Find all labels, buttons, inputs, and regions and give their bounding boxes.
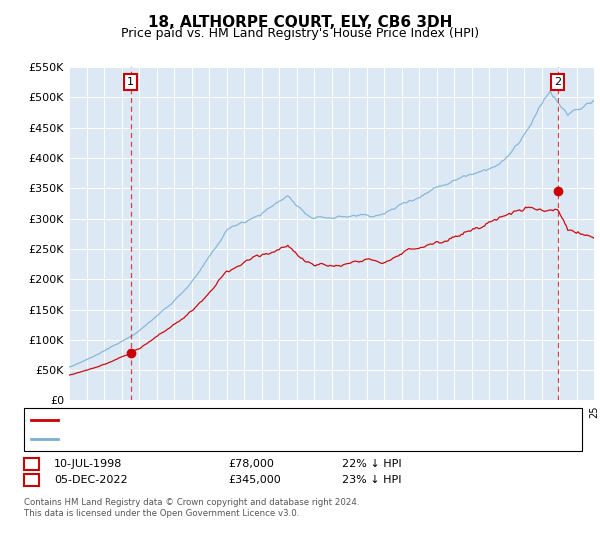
Text: 18, ALTHORPE COURT, ELY, CB6 3DH (detached house): 18, ALTHORPE COURT, ELY, CB6 3DH (detach…: [63, 415, 347, 425]
Text: 05-DEC-2022: 05-DEC-2022: [54, 475, 128, 485]
Text: Price paid vs. HM Land Registry's House Price Index (HPI): Price paid vs. HM Land Registry's House …: [121, 27, 479, 40]
Text: HPI: Average price, detached house, East Cambridgeshire: HPI: Average price, detached house, East…: [63, 434, 365, 444]
Text: 2: 2: [28, 475, 35, 485]
Text: 18, ALTHORPE COURT, ELY, CB6 3DH: 18, ALTHORPE COURT, ELY, CB6 3DH: [148, 15, 452, 30]
Text: £78,000: £78,000: [228, 459, 274, 469]
Text: 23% ↓ HPI: 23% ↓ HPI: [342, 475, 401, 485]
Text: 1: 1: [28, 459, 35, 469]
Text: 10-JUL-1998: 10-JUL-1998: [54, 459, 122, 469]
Text: 2: 2: [554, 77, 561, 87]
Text: 1: 1: [127, 77, 134, 87]
Text: 22% ↓ HPI: 22% ↓ HPI: [342, 459, 401, 469]
Text: Contains HM Land Registry data © Crown copyright and database right 2024.
This d: Contains HM Land Registry data © Crown c…: [24, 498, 359, 518]
Text: £345,000: £345,000: [228, 475, 281, 485]
